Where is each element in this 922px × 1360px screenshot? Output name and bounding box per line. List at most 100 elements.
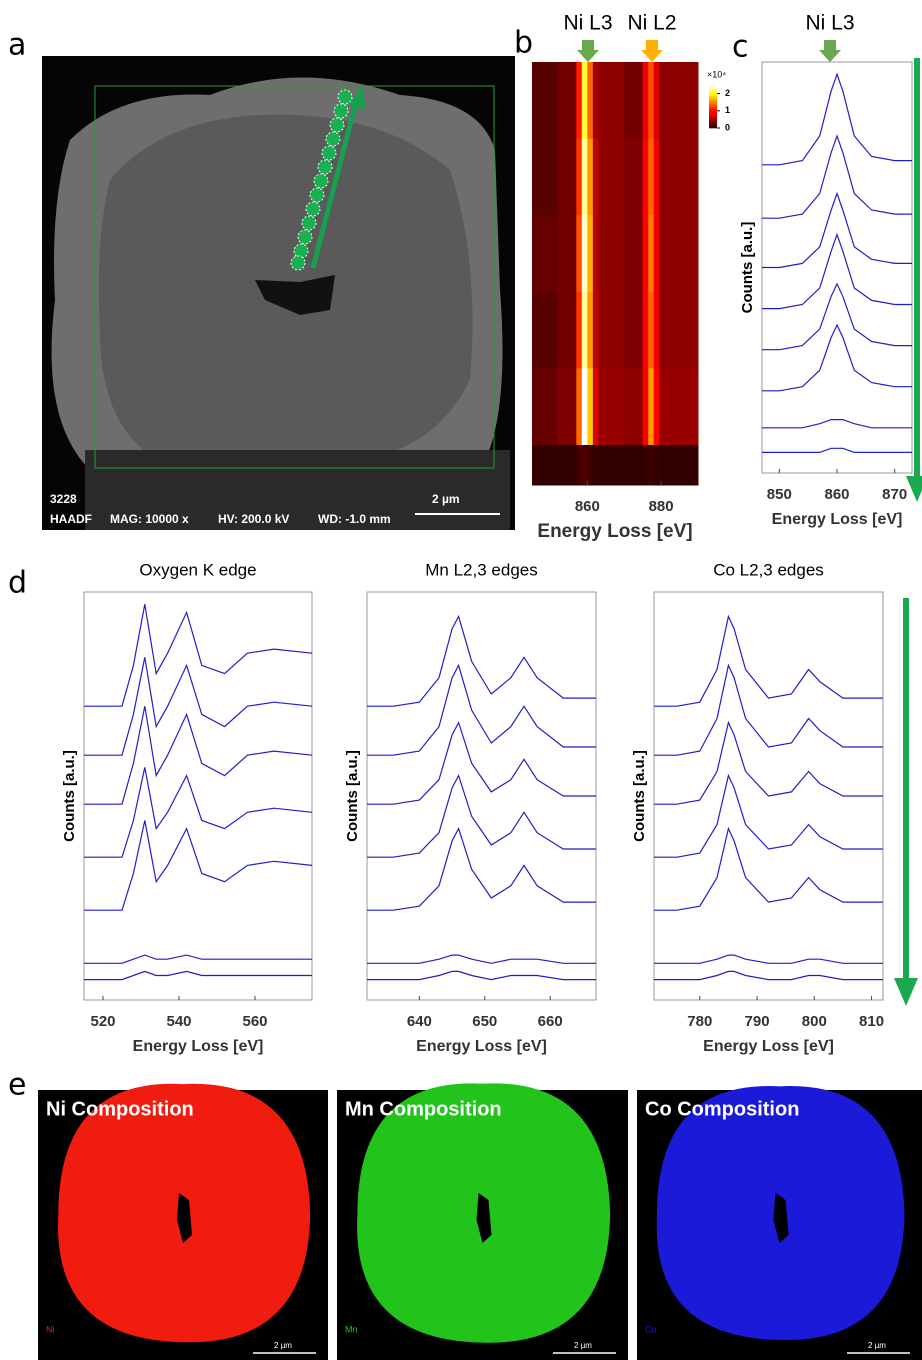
colorbar-segment <box>709 108 717 112</box>
map-void <box>177 1193 192 1243</box>
x-tick-label: 780 <box>687 1013 712 1030</box>
x-tick-label: 540 <box>166 1013 191 1030</box>
heatmap-cell <box>576 215 583 293</box>
y-axis-label: Counts [a.u.] <box>344 750 361 842</box>
spectrum-line <box>367 970 596 981</box>
map-title: Ni Composition <box>46 1098 194 1120</box>
heatmap-cell <box>648 368 655 446</box>
y-axis-label: Counts [a.u.] <box>61 750 78 842</box>
heatmap-cell <box>598 445 625 486</box>
heatmap-cell <box>648 215 655 293</box>
peak-marker <box>577 40 599 62</box>
colorbar-segment <box>709 93 717 97</box>
spectrum-line <box>762 447 912 453</box>
heatmap-cell <box>557 368 577 446</box>
map-element: Ni <box>46 1324 55 1334</box>
panel-label: b <box>514 26 533 61</box>
heatmap-cell <box>557 291 577 369</box>
x-tick-label: 860 <box>575 498 600 515</box>
heatmap-cell <box>576 368 583 446</box>
direction-arrow <box>894 58 922 1006</box>
x-tick-label: 790 <box>745 1013 770 1030</box>
heatmap-cell <box>642 368 649 446</box>
heatmap-cell <box>659 215 699 293</box>
colorbar-multiplier: ×10⁴ <box>707 69 726 79</box>
x-axis-label: Energy Loss [eV] <box>416 1038 547 1055</box>
spectrum-line <box>84 604 313 707</box>
x-tick-label: 870 <box>882 486 907 503</box>
x-axis-label: Energy Loss [eV] <box>537 521 692 542</box>
scale-bar-label: 2 µm <box>432 492 460 506</box>
spectrum-line <box>654 826 883 911</box>
heatmap-cell <box>581 445 588 486</box>
spectrum-line <box>762 232 912 310</box>
spectrum-line <box>84 657 313 756</box>
spectrum-line <box>367 614 596 707</box>
heatmap-cell <box>592 291 599 369</box>
heatmap-cell <box>557 62 577 140</box>
heatmap-cell <box>557 215 577 293</box>
heatmap-cell <box>532 215 559 293</box>
colorbar-segment <box>709 97 717 101</box>
heatmap-cell <box>532 291 559 369</box>
heatmap-cell <box>653 138 660 216</box>
panel-label: d <box>8 566 27 601</box>
x-tick-label: 520 <box>90 1013 115 1030</box>
x-tick-label: 640 <box>407 1013 432 1030</box>
heatmap-cell <box>642 62 649 140</box>
spectrum-line <box>654 773 883 858</box>
heatmap-cell <box>624 62 644 140</box>
heatmap-cell <box>659 62 699 140</box>
map-void <box>476 1193 492 1243</box>
heatmap-cell <box>653 62 660 140</box>
colorbar-segment <box>709 119 717 122</box>
haadf-image: 3228 HAADF MAG: 10000 x HV: 200.0 kV WD:… <box>42 56 515 530</box>
heatmap-cell <box>532 138 559 216</box>
heatmap-cell <box>653 445 660 486</box>
heatmap-cell <box>576 291 583 369</box>
y-axis-label: Counts [a.u.] <box>739 222 756 314</box>
map-title: Co Composition <box>645 1098 799 1120</box>
map-element: Mn <box>345 1324 358 1334</box>
heatmap-cell <box>598 368 625 446</box>
heatmap-cell <box>587 368 594 446</box>
heatmap-cell <box>648 62 655 140</box>
colorbar-segment <box>709 85 717 88</box>
heatmap-cell <box>587 138 594 216</box>
colorbar-segment <box>709 110 717 114</box>
plot-frame <box>761 61 913 474</box>
heatmap-cell <box>581 138 588 216</box>
heatmap-cell <box>624 291 644 369</box>
heatmap-cell <box>598 291 625 369</box>
x-tick-label: 800 <box>802 1013 827 1030</box>
heatmap-cell <box>653 215 660 293</box>
heatmap-cell <box>587 291 594 369</box>
colorbar-tick-label: 2 <box>725 88 730 98</box>
colorbar-segment <box>709 123 717 127</box>
peak-marker-label: Ni L2 <box>627 12 676 35</box>
panel-label: e <box>8 1068 26 1103</box>
heatmap-cell <box>532 368 559 446</box>
chart-title: Mn L2,3 edges <box>425 560 537 579</box>
heatmap-cell <box>598 215 625 293</box>
heatmap-cell <box>557 138 577 216</box>
heatmap-cell <box>659 291 699 369</box>
image-wd: WD: -1.0 mm <box>318 512 391 526</box>
spectrum-line <box>367 774 596 858</box>
map-element: Co <box>645 1324 657 1334</box>
colorbar-segment <box>709 91 717 94</box>
colorbar-segment <box>709 102 717 105</box>
colorbar-segment <box>709 106 717 109</box>
spectrum-line <box>367 827 596 911</box>
heatmap-cell <box>592 445 599 486</box>
spectrum-line <box>654 720 883 805</box>
heatmap-cell <box>659 138 699 216</box>
spectrum-line <box>762 134 912 219</box>
heatmap-cell <box>642 215 649 293</box>
heatmap-cell <box>624 138 644 216</box>
heatmap-cell <box>587 62 594 140</box>
colorbar-segment <box>709 104 717 107</box>
colorbar-segment <box>709 125 717 129</box>
heatmap-cell <box>648 138 655 216</box>
